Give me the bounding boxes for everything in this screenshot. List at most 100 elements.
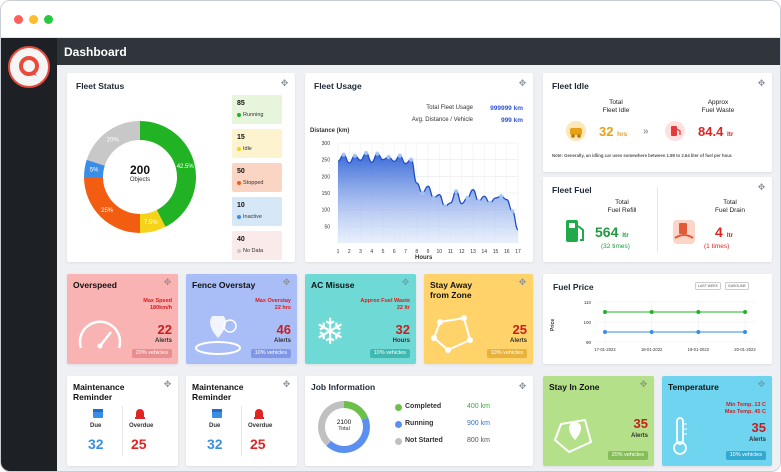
- app-logo[interactable]: [8, 46, 50, 88]
- job-slice-running[interactable]: [326, 417, 370, 453]
- donut-slice-label: 20%: [107, 137, 120, 143]
- maint-1-overdue-value: 25: [131, 436, 147, 452]
- drag-handle-icon[interactable]: ✥: [757, 379, 766, 389]
- donut-slice-idle[interactable]: [140, 209, 166, 233]
- drag-handle-icon[interactable]: ✥: [282, 379, 291, 389]
- usage-point[interactable]: [510, 209, 515, 214]
- sidebar: [1, 38, 57, 471]
- maximize-window-dot[interactable]: [44, 15, 53, 24]
- stay-away-zone-tile[interactable]: Stay Away from Zone ✥ 25 Alerts 10% vehic…: [424, 274, 533, 364]
- ac-unit: Hours: [392, 338, 410, 344]
- usage-point[interactable]: [476, 199, 481, 204]
- maintenance-reminder-card-1[interactable]: Maintenance Reminder ✥ Due 32 Overdue 25: [67, 376, 178, 466]
- fuel-price-title: Fuel Price: [553, 282, 594, 292]
- usage-point[interactable]: [453, 189, 459, 194]
- ac-misuse-title: AC Misuse: [311, 280, 355, 290]
- price-point[interactable]: [743, 310, 747, 314]
- maintenance-reminder-card-2[interactable]: Maintenance Reminder ✥ Due 32 Overdue 25: [186, 376, 297, 466]
- legend-item-idle[interactable]: 15 Idle: [232, 129, 282, 158]
- fuel-pump-icon: [665, 121, 685, 141]
- waste-value: 84.4 ltr: [698, 124, 734, 139]
- x-tick-label: 9: [427, 249, 430, 255]
- usage-point[interactable]: [408, 157, 414, 162]
- usage-point[interactable]: [352, 153, 358, 158]
- drag-handle-icon[interactable]: ✥: [518, 78, 527, 88]
- legend-label: Running: [237, 112, 264, 118]
- legend-label: Stopped: [237, 180, 264, 186]
- job-information-card: Job Information ✥ 2100 Total Completed 4…: [305, 376, 533, 466]
- price-point[interactable]: [603, 330, 607, 334]
- legend-item-running[interactable]: 85 Running: [232, 95, 282, 124]
- usage-point[interactable]: [465, 195, 470, 201]
- legend-item-no-data[interactable]: 40 No Data: [232, 231, 282, 260]
- drag-handle-icon[interactable]: ✥: [518, 381, 527, 391]
- usage-point[interactable]: [363, 150, 369, 156]
- minimize-window-dot[interactable]: [29, 15, 38, 24]
- price-x-tick: 20-01-2022: [734, 347, 756, 352]
- donut-slice-inactive[interactable]: [84, 159, 105, 177]
- legend-label: No Data: [237, 248, 263, 254]
- zone-polygon-icon: [431, 315, 473, 353]
- price-point[interactable]: [696, 330, 701, 334]
- stay-in-zone-tile[interactable]: Stay In Zone ✥ 35 Alerts 20% vehicles: [543, 376, 654, 466]
- usage-point[interactable]: [386, 154, 391, 160]
- price-point[interactable]: [649, 310, 654, 314]
- x-tick-label: 4: [370, 249, 373, 255]
- fuel-type-dropdown[interactable]: GASOLINE: [725, 282, 749, 290]
- drag-handle-icon[interactable]: ✥: [163, 277, 172, 287]
- donut-slice-label: 42.5%: [177, 164, 195, 170]
- ac-misuse-tile[interactable]: AC Misuse ✥ Approx Fuel Waste 22 ltr ❄ 3…: [305, 274, 416, 364]
- x-tick-label: 7: [404, 249, 407, 255]
- usage-point[interactable]: [341, 152, 346, 157]
- job-row-completed: Completed 400 km: [395, 403, 525, 413]
- drag-handle-icon[interactable]: ✥: [639, 379, 648, 389]
- total-usage-label: Total Fleet Usage: [426, 105, 473, 111]
- stay-in-zone-unit: Alerts: [630, 433, 648, 439]
- usage-point[interactable]: [442, 204, 448, 209]
- temperature-tile[interactable]: Temperature ✥ Min Temp. 13 C Max Temp. 4…: [662, 376, 772, 466]
- x-tick-label: 1: [337, 249, 340, 255]
- overspeed-tile[interactable]: Overspeed ✥ Max Speed 180km/h 22 Alerts …: [67, 274, 178, 364]
- y-tick-label: 250: [322, 158, 331, 164]
- job-slice-completed[interactable]: [344, 401, 369, 421]
- price-point[interactable]: [603, 310, 607, 314]
- fleet-status-donut: 42.5% 7.5% 25% 5% 20%: [84, 121, 196, 233]
- period-dropdown[interactable]: LAST WEEK: [695, 282, 721, 290]
- usage-point[interactable]: [397, 153, 403, 158]
- drag-handle-icon[interactable]: ✥: [401, 277, 410, 287]
- close-window-dot[interactable]: [14, 15, 23, 24]
- donut-slice-no-data[interactable]: [86, 121, 140, 166]
- legend-item-inactive[interactable]: 10 Inactive: [232, 197, 282, 226]
- job-row-value: 800 km: [467, 437, 490, 444]
- drag-handle-icon[interactable]: ✥: [518, 277, 527, 287]
- usage-point[interactable]: [498, 194, 504, 199]
- drag-handle-icon[interactable]: ✥: [757, 78, 766, 88]
- legend-count: 50: [237, 168, 245, 175]
- drain-label-2: Fuel Drain: [715, 207, 745, 214]
- drag-handle-icon[interactable]: ✥: [757, 182, 766, 192]
- fence-overstay-tile[interactable]: Fence Overstay ✥ Max Overstay 22 hrs 46 …: [186, 274, 297, 364]
- job-row-dot: [395, 404, 402, 411]
- overspeed-title: Overspeed: [73, 280, 117, 290]
- drain-value: 4 ltr: [715, 224, 734, 240]
- usage-area: [338, 153, 518, 243]
- price-point[interactable]: [696, 310, 701, 314]
- price-point[interactable]: [649, 330, 654, 334]
- maint-1-due-label: Due: [90, 423, 102, 429]
- drag-handle-icon[interactable]: ✥: [280, 78, 289, 88]
- maint-1-overdue-label: Overdue: [129, 423, 154, 429]
- usage-point[interactable]: [420, 190, 425, 196]
- legend-count: 10: [237, 202, 245, 209]
- legend-item-stopped[interactable]: 50 Stopped: [232, 163, 282, 192]
- job-slice-not-started[interactable]: [318, 401, 344, 447]
- price-point[interactable]: [743, 330, 747, 334]
- drag-handle-icon[interactable]: ✥: [163, 379, 172, 389]
- drag-handle-icon[interactable]: ✥: [282, 277, 291, 287]
- usage-point[interactable]: [431, 195, 436, 201]
- usage-point[interactable]: [375, 151, 380, 156]
- usage-point[interactable]: [487, 200, 493, 206]
- donut-slice-stopped[interactable]: [84, 177, 140, 233]
- donut-slice-running[interactable]: [140, 121, 196, 227]
- x-tick-label: 6: [393, 249, 396, 255]
- x-tick-label: 14: [481, 249, 487, 255]
